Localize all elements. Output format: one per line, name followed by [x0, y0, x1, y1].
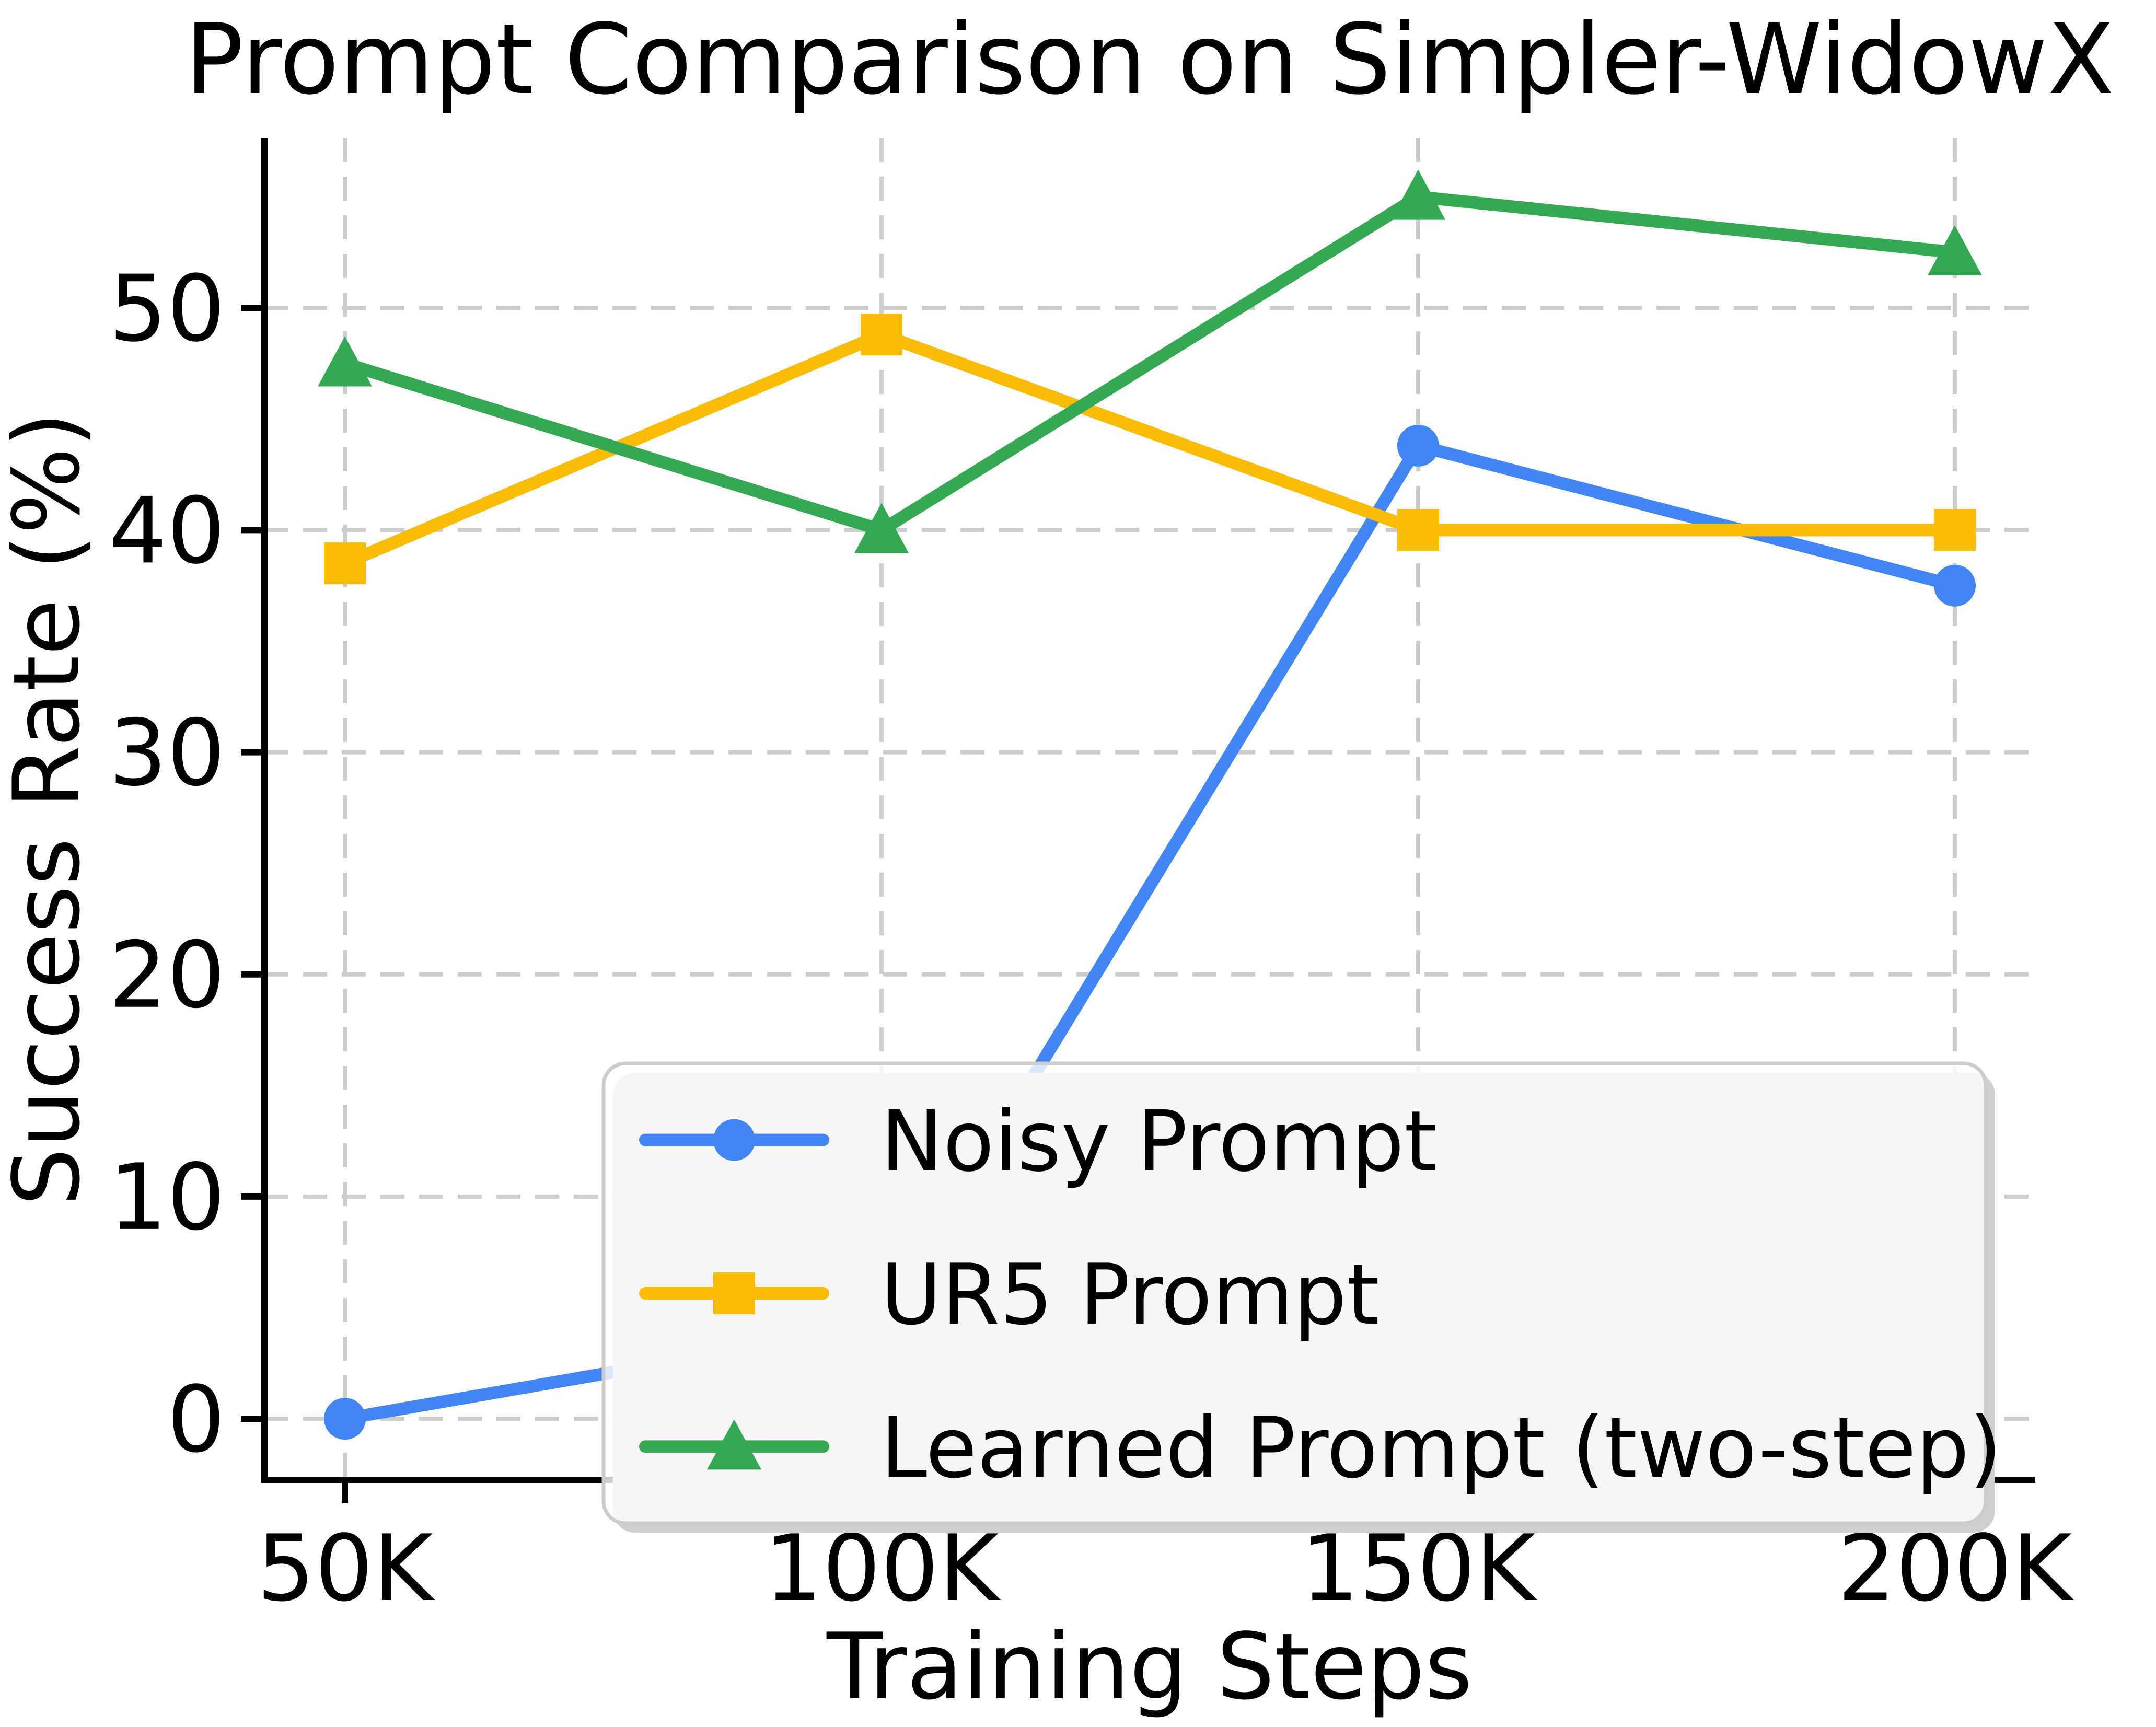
y-tick-label-10: 10: [109, 1145, 225, 1251]
marker-noisy-prompt-50K: [324, 1398, 366, 1440]
marker-learned-prompt-two-step-50K: [318, 336, 373, 387]
y-axis-label: Success Rate (%): [0, 412, 100, 1206]
marker-noisy-prompt-150K: [1397, 424, 1439, 467]
x-tick-label-50K: 50K: [257, 1516, 435, 1622]
marker-ur5-prompt-100K: [861, 314, 903, 356]
chart-title: Prompt Comparison on Simpler-WidowX: [185, 3, 2114, 116]
series-layer: [318, 169, 1982, 1440]
legend-item-learned-prompt-two-step: Learned Prompt (two-step): [639, 1399, 2002, 1497]
y-tick-label-40: 40: [109, 478, 225, 584]
legend-item-ur5-prompt: UR5 Prompt: [639, 1246, 1380, 1343]
marker-ur5-prompt-150K: [1397, 509, 1439, 551]
marker-learned-prompt-two-step-100K: [854, 503, 909, 553]
y-tick-label-20: 20: [109, 923, 225, 1029]
legend-label-learned-prompt-two-step: Learned Prompt (two-step): [880, 1399, 2002, 1497]
x-tick-label-100K: 100K: [764, 1516, 1001, 1622]
x-tick-label-200K: 200K: [1838, 1516, 2074, 1622]
x-tick-label-150K: 150K: [1301, 1516, 1538, 1622]
legend-label-ur5-prompt: UR5 Prompt: [880, 1246, 1380, 1343]
legend-item-noisy-prompt: Noisy Prompt: [639, 1093, 1437, 1190]
tick-labels-layer: 0 10 20 30 40 50 50K 100K 150K 200K: [109, 256, 2074, 1622]
legend-label-noisy-prompt: Noisy Prompt: [880, 1093, 1437, 1190]
series-line-learned-prompt-two-step: [339, 190, 1961, 537]
x-axis-label: Training Steps: [826, 1614, 1473, 1720]
legend-marker-ur5-prompt: [713, 1272, 755, 1314]
marker-learned-prompt-two-step-200K: [1927, 225, 1982, 275]
legend-box: [601, 1061, 1988, 1525]
series-learned-prompt-two-step: [318, 169, 1982, 553]
y-tick-label-0: 0: [167, 1367, 225, 1473]
legend-marker-learned-prompt-two-step: [707, 1419, 761, 1470]
marker-ur5-prompt-50K: [324, 542, 366, 585]
legend-marker-noisy-prompt: [713, 1119, 755, 1161]
series-ur5-prompt: [324, 314, 1976, 585]
y-tick-label-30: 30: [109, 701, 225, 807]
marker-ur5-prompt-200K: [1933, 509, 1976, 551]
y-tick-label-50: 50: [109, 256, 225, 362]
marker-noisy-prompt-200K: [1933, 564, 1976, 607]
marker-learned-prompt-two-step-150K: [1390, 169, 1445, 220]
legend: Noisy Prompt UR5 Prompt Learned Prompt (tw…: [601, 1061, 2002, 1533]
